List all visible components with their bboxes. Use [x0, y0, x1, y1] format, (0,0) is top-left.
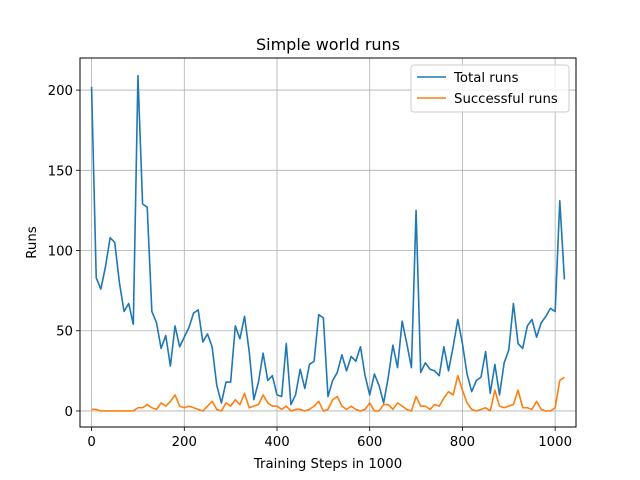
axes-frame [79, 57, 577, 428]
y-tick-label: 150 [48, 164, 73, 179]
x-tick-label: 200 [172, 435, 197, 450]
chart-title: Simple world runs [256, 35, 400, 54]
series-line-2 [91, 374, 565, 412]
x-tick-label: 1000 [538, 435, 572, 450]
x-axis-ticks: 0 200 400 600 800 1000 [87, 427, 572, 450]
x-axis-label: Training Steps in 1000 [253, 457, 402, 472]
y-tick-label: 100 [48, 245, 73, 260]
y-axis-label: Runs [25, 226, 40, 258]
x-tick-label: 0 [87, 435, 95, 450]
legend-box [410, 64, 570, 113]
legend-label: Total runs [453, 71, 519, 86]
x-tick-label: 400 [264, 435, 289, 450]
y-axis-ticks: 0 50 100 150 200 [48, 84, 80, 420]
x-tick-label: 600 [357, 435, 382, 450]
legend: Total runs Successful runs [410, 64, 570, 113]
gridlines [80, 58, 576, 427]
y-tick-label: 0 [65, 405, 73, 420]
series-line-1 [90, 74, 566, 406]
y-tick-label: 50 [56, 325, 73, 340]
series-lines [90, 74, 566, 412]
x-tick-label: 800 [450, 435, 475, 450]
legend-label: Successful runs [454, 92, 558, 107]
y-tick-label: 200 [48, 84, 73, 99]
